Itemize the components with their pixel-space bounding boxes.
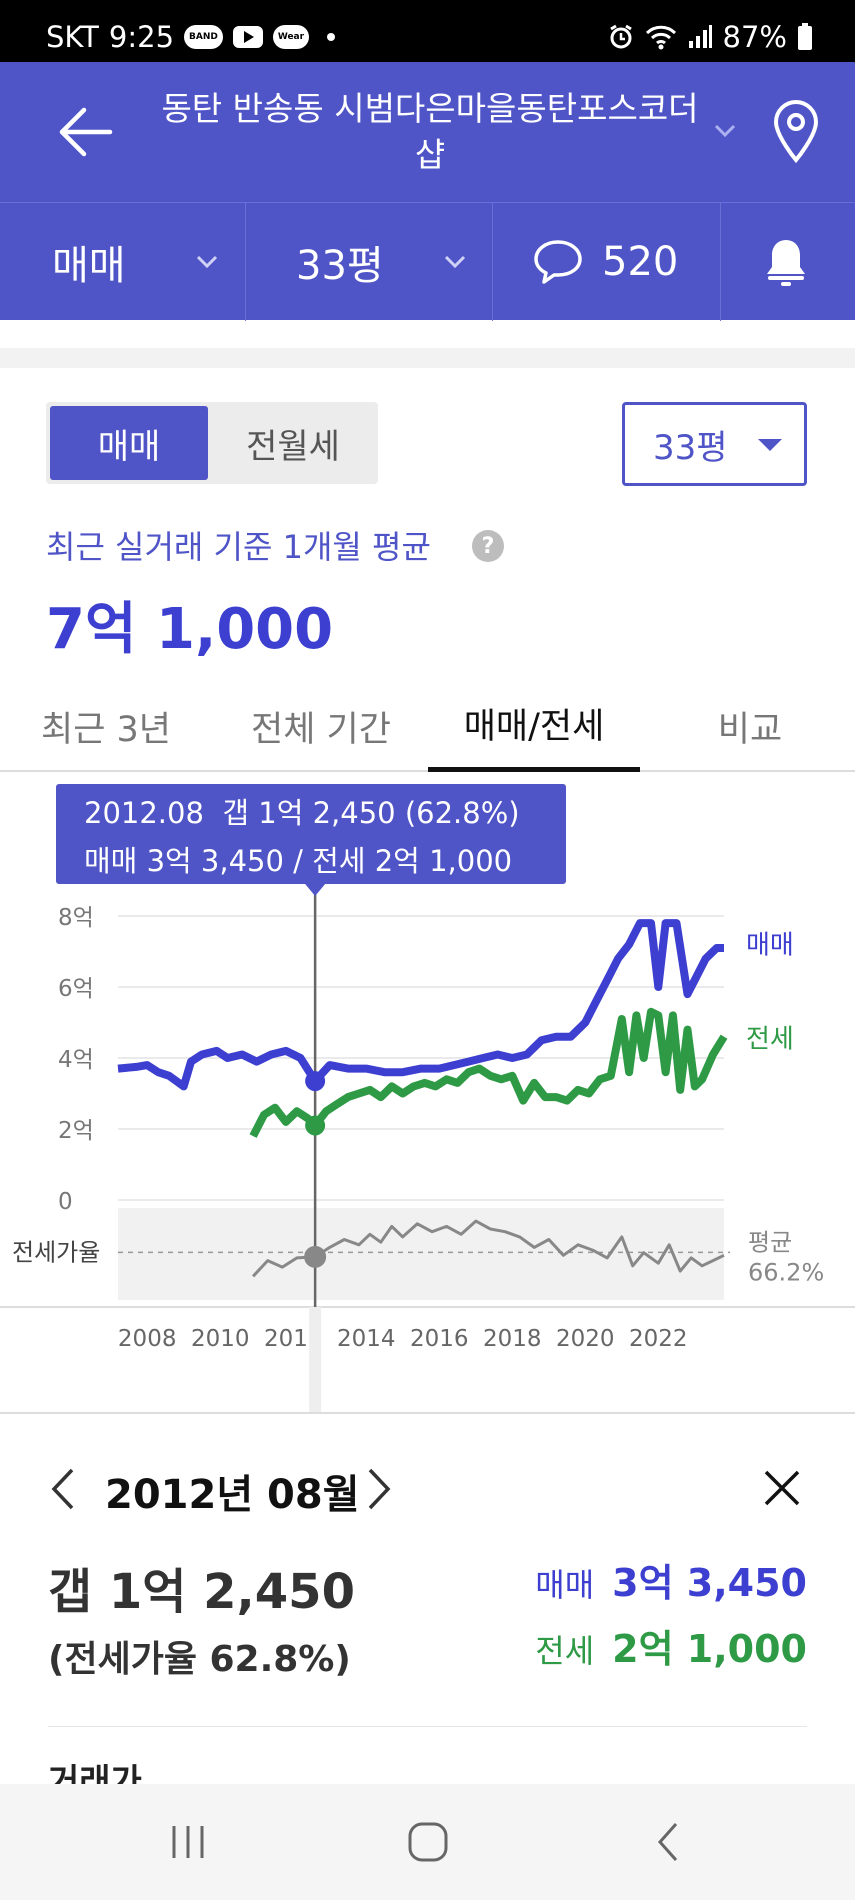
selected-point-sale	[305, 1071, 326, 1092]
chevron-down-icon	[444, 255, 466, 269]
clock: 9:25	[108, 20, 175, 54]
ratio-axis-label: 전세가율	[12, 1238, 100, 1266]
toggle-rent[interactable]: 전월세	[246, 426, 340, 467]
system-back-icon[interactable]	[650, 1814, 686, 1870]
size-select-label: 33평	[653, 427, 728, 468]
divider	[245, 203, 246, 321]
close-icon[interactable]	[760, 1466, 804, 1510]
jeonse-ratio: (전세가율 62.8%)	[48, 1639, 351, 1680]
battery-percent: 87%	[722, 20, 787, 54]
chart-tabs: 최근 3년 전체 기간 매매/전세 비교	[0, 680, 855, 772]
divider	[720, 203, 721, 321]
filter-bar: 매매 33평 520	[0, 202, 855, 321]
selection-band	[309, 1307, 322, 1412]
location-pin-icon[interactable]	[770, 100, 822, 164]
notification-button[interactable]	[762, 203, 822, 321]
tab-all-period[interactable]: 전체 기간	[251, 709, 391, 750]
help-icon[interactable]: ?	[472, 530, 504, 562]
chevron-down-icon[interactable]	[712, 118, 738, 144]
youtube-icon	[232, 26, 263, 48]
sale-label: 매매	[535, 1566, 595, 1604]
sale-value: 3억 3,450	[612, 1561, 807, 1605]
x-tick-label: 2020	[556, 1326, 615, 1352]
legend-jeonse: 전세	[746, 1024, 794, 1054]
band-app-icon: BAND	[184, 25, 223, 49]
ratio-band-background	[118, 1208, 724, 1300]
x-tick-label: 2010	[191, 1326, 250, 1352]
notification-dot-icon	[327, 33, 336, 41]
jeonse-row: 전세 2억 1,000	[535, 1618, 807, 1673]
alarm-icon	[609, 24, 632, 49]
trade-type-dropdown[interactable]: 매매	[52, 203, 222, 321]
chart-tooltip: 2012.08 갭 1억 2,450 (62.8%) 매매 3억 3,450 /…	[56, 784, 566, 896]
gap-amount: 갭 1억 2,450	[48, 1564, 355, 1620]
trade-type-label: 매매	[52, 243, 126, 289]
x-tick-label: 2008	[118, 1326, 177, 1352]
series-line-ratio	[252, 1219, 725, 1278]
x-tick-label: 2016	[410, 1326, 469, 1352]
sale-row: 매매 3억 3,450	[535, 1552, 807, 1607]
bell-icon	[767, 240, 805, 286]
comment-count: 520	[602, 239, 679, 285]
average-value: 7억 1,000	[46, 597, 334, 662]
selected-point-ratio	[304, 1245, 327, 1268]
detail-panel: 2012년 08월 갭 1억 2,450 (전세가율 62.8%) 매매 3억 …	[0, 1414, 855, 1802]
series-line-sale	[117, 919, 724, 1091]
y-tick-label: 8억	[58, 905, 94, 931]
selected-point-jeonse	[305, 1115, 326, 1136]
app-header: 동탄 반송동 시범다은마을동탄포스코더샵	[0, 62, 855, 202]
y-tick-label: 2억	[58, 1118, 94, 1144]
tab-recent-3y[interactable]: 최근 3년	[41, 709, 171, 750]
section-gap	[0, 348, 855, 368]
toggle-sale[interactable]: 매매	[50, 406, 208, 480]
chevron-down-icon	[196, 255, 218, 269]
jeonse-value: 2억 1,000	[612, 1627, 807, 1671]
system-nav-bar	[0, 1784, 855, 1900]
size-label: 33평	[296, 243, 384, 289]
carrier-label: SKT	[46, 20, 99, 54]
detail-date: 2012년 08월	[105, 1472, 360, 1518]
wifi-icon	[645, 25, 676, 50]
status-bar: SKT 9:25 BAND Wear 87%	[0, 0, 855, 62]
average-label: 최근 실거래 기준 1개월 평균	[46, 528, 431, 566]
jeonse-label: 전세	[535, 1632, 595, 1670]
page-title[interactable]: 동탄 반송동 시범다은마을동탄포스코더샵	[161, 89, 699, 174]
tab-sale-jeonse[interactable]: 매매/전세	[428, 680, 640, 772]
wear-app-icon: Wear	[272, 25, 310, 49]
x-tick-label: 2014	[337, 1326, 396, 1352]
y-tick-label: 0	[58, 1189, 73, 1215]
comments-button[interactable]: 520	[532, 203, 722, 321]
section-divider	[0, 1412, 855, 1414]
size-dropdown[interactable]: 33평	[296, 203, 476, 321]
recent-apps-icon[interactable]	[168, 1814, 208, 1870]
y-tick-label: 4억	[58, 1047, 94, 1073]
tab-compare[interactable]: 비교	[717, 709, 783, 750]
legend-sale: 매매	[746, 930, 794, 960]
caret-down-icon	[758, 439, 782, 451]
y-tick-label: 6억	[58, 976, 94, 1002]
battery-icon	[798, 23, 812, 50]
ratio-average-label: 평균	[748, 1228, 792, 1256]
divider	[48, 1726, 807, 1727]
chevron-left-icon[interactable]	[48, 1466, 80, 1512]
size-select[interactable]: 33평	[622, 402, 807, 486]
series-line-jeonse	[249, 1007, 728, 1138]
back-arrow-icon[interactable]	[54, 100, 118, 164]
trade-toggle: 매매 전월세	[46, 402, 378, 484]
signal-icon	[688, 25, 712, 48]
home-icon[interactable]	[404, 1814, 452, 1870]
chevron-right-icon[interactable]	[362, 1466, 394, 1512]
x-tick-label: 2022	[629, 1326, 688, 1352]
divider	[492, 203, 493, 321]
tooltip-line-1: 2012.08 갭 1억 2,450 (62.8%)	[84, 796, 520, 830]
x-tick-label: 2018	[483, 1326, 542, 1352]
speech-bubble-icon	[534, 240, 582, 284]
tooltip-line-2: 매매 3억 3,450 / 전세 2억 1,000	[84, 844, 512, 878]
ratio-average-value: 66.2%	[748, 1258, 824, 1286]
